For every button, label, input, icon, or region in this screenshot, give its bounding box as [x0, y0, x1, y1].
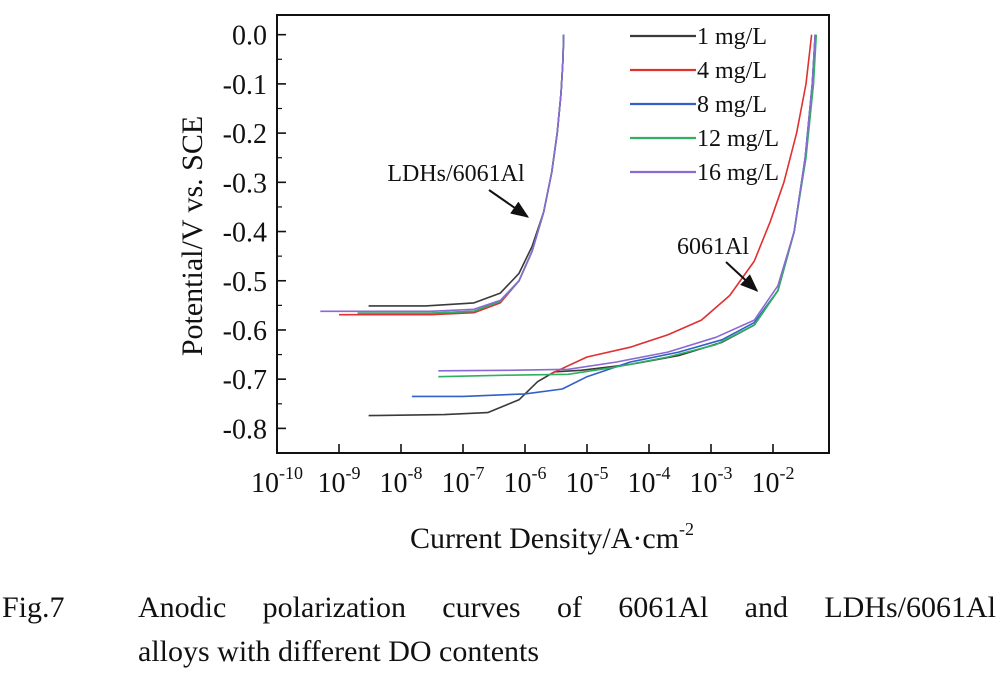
caption-label: Fig.7 — [2, 591, 65, 624]
y-tick-label: -0.5 — [223, 267, 267, 298]
x-axis-title-superscript: -2 — [679, 519, 694, 539]
curve-ldhs-6061al — [320, 34, 565, 313]
caption-line-2: alloys with different DO contents — [138, 635, 540, 668]
y-tick-label: -0.8 — [223, 414, 267, 445]
curve-6061al — [549, 34, 813, 376]
legend-label: 12 mg/L — [697, 126, 779, 152]
x-tick-label: 10-10 — [251, 463, 303, 499]
x-tick-label: 10-2 — [752, 463, 795, 499]
y-axis-title: Potential/V vs. SCE — [176, 116, 209, 356]
curve-6061al — [438, 34, 818, 378]
plot-frame — [276, 14, 830, 454]
y-tick-label: 0.0 — [232, 21, 267, 52]
legend-label: 16 mg/L — [697, 160, 779, 186]
polarization-figure: 0.0 -0.1 -0.2 -0.3 -0.4 -0.5 -0.6 -0.7 -0.8 10-10… — [176, 14, 830, 555]
x-tick-label: 10-3 — [690, 463, 733, 499]
legend-label: 4 mg/L — [697, 58, 767, 84]
curve-6061al — [438, 34, 816, 372]
x-tick-label: 10-8 — [380, 463, 423, 499]
polarization-chart: 0.0 -0.1 -0.2 -0.3 -0.4 -0.5 -0.6 -0.7 -0.8 10-10… — [176, 14, 830, 555]
y-tick-label: -0.7 — [223, 365, 267, 396]
annotation-6061al-label: 6061Al — [677, 234, 749, 260]
y-tick-label: -0.1 — [223, 70, 267, 101]
annotation-ldhs-arrow — [488, 189, 530, 218]
x-tick-label: 10-4 — [628, 463, 671, 499]
x-axis-title: Current Density/A·cm-2 — [410, 519, 694, 555]
x-tick-label: 10-5 — [566, 463, 609, 499]
curve-6061al — [411, 34, 816, 398]
x-tick-label: 10-7 — [442, 463, 485, 499]
annotation-6061al-arrow — [725, 261, 759, 292]
y-tick-label: -0.6 — [223, 316, 267, 347]
y-tick-label: -0.4 — [223, 218, 267, 249]
x-tick-label: 10-6 — [504, 463, 547, 499]
legend-label: 1 mg/L — [697, 24, 767, 50]
legend-label: 8 mg/L — [697, 92, 767, 118]
x-tick-label: 10-9 — [318, 463, 361, 499]
y-tick-label: -0.3 — [223, 168, 267, 199]
caption-line-1: Anodic polarization curves of 6061Al and… — [138, 591, 996, 624]
annotation-ldhs-label: LDHs/6061Al — [387, 161, 525, 187]
y-tick-label: -0.2 — [223, 119, 267, 150]
